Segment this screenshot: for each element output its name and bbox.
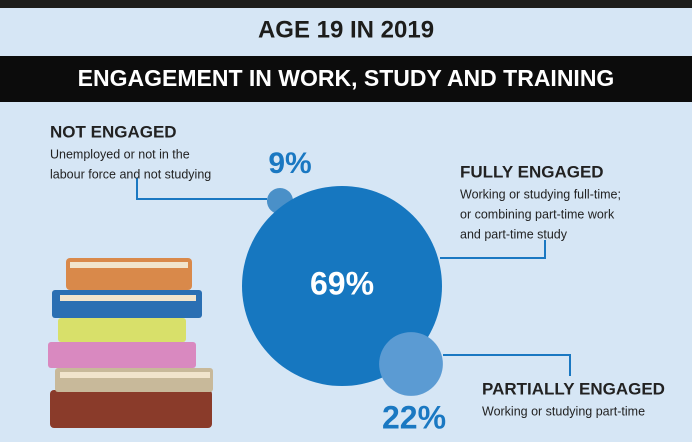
category-description: Unemployed or not in the	[50, 147, 190, 161]
connector	[443, 354, 571, 376]
top-rule	[0, 0, 692, 8]
connector	[440, 240, 546, 259]
category-description: or combining part-time work	[460, 207, 615, 221]
category-description: Working or studying part-time	[482, 404, 645, 418]
value-label: 69%	[310, 265, 374, 301]
value-label: 22%	[382, 399, 446, 435]
bubble	[379, 332, 443, 396]
category-description: labour force and not studying	[50, 167, 211, 181]
category-heading: PARTIALLY ENGAGED	[482, 379, 665, 398]
books-illustration	[48, 258, 213, 428]
category-heading: FULLY ENGAGED	[460, 162, 604, 181]
value-label: 9%	[268, 147, 311, 180]
connector	[136, 178, 267, 200]
category-description: and part-time study	[460, 227, 568, 241]
category-heading: NOT ENGAGED	[50, 122, 177, 141]
chart-title: AGE 19 IN 2019	[258, 16, 434, 43]
subtitle-band	[0, 56, 692, 102]
category-description: Working or studying full-time;	[460, 187, 621, 201]
bubble	[242, 186, 442, 386]
chart-subtitle: ENGAGEMENT IN WORK, STUDY AND TRAINING	[78, 65, 615, 91]
